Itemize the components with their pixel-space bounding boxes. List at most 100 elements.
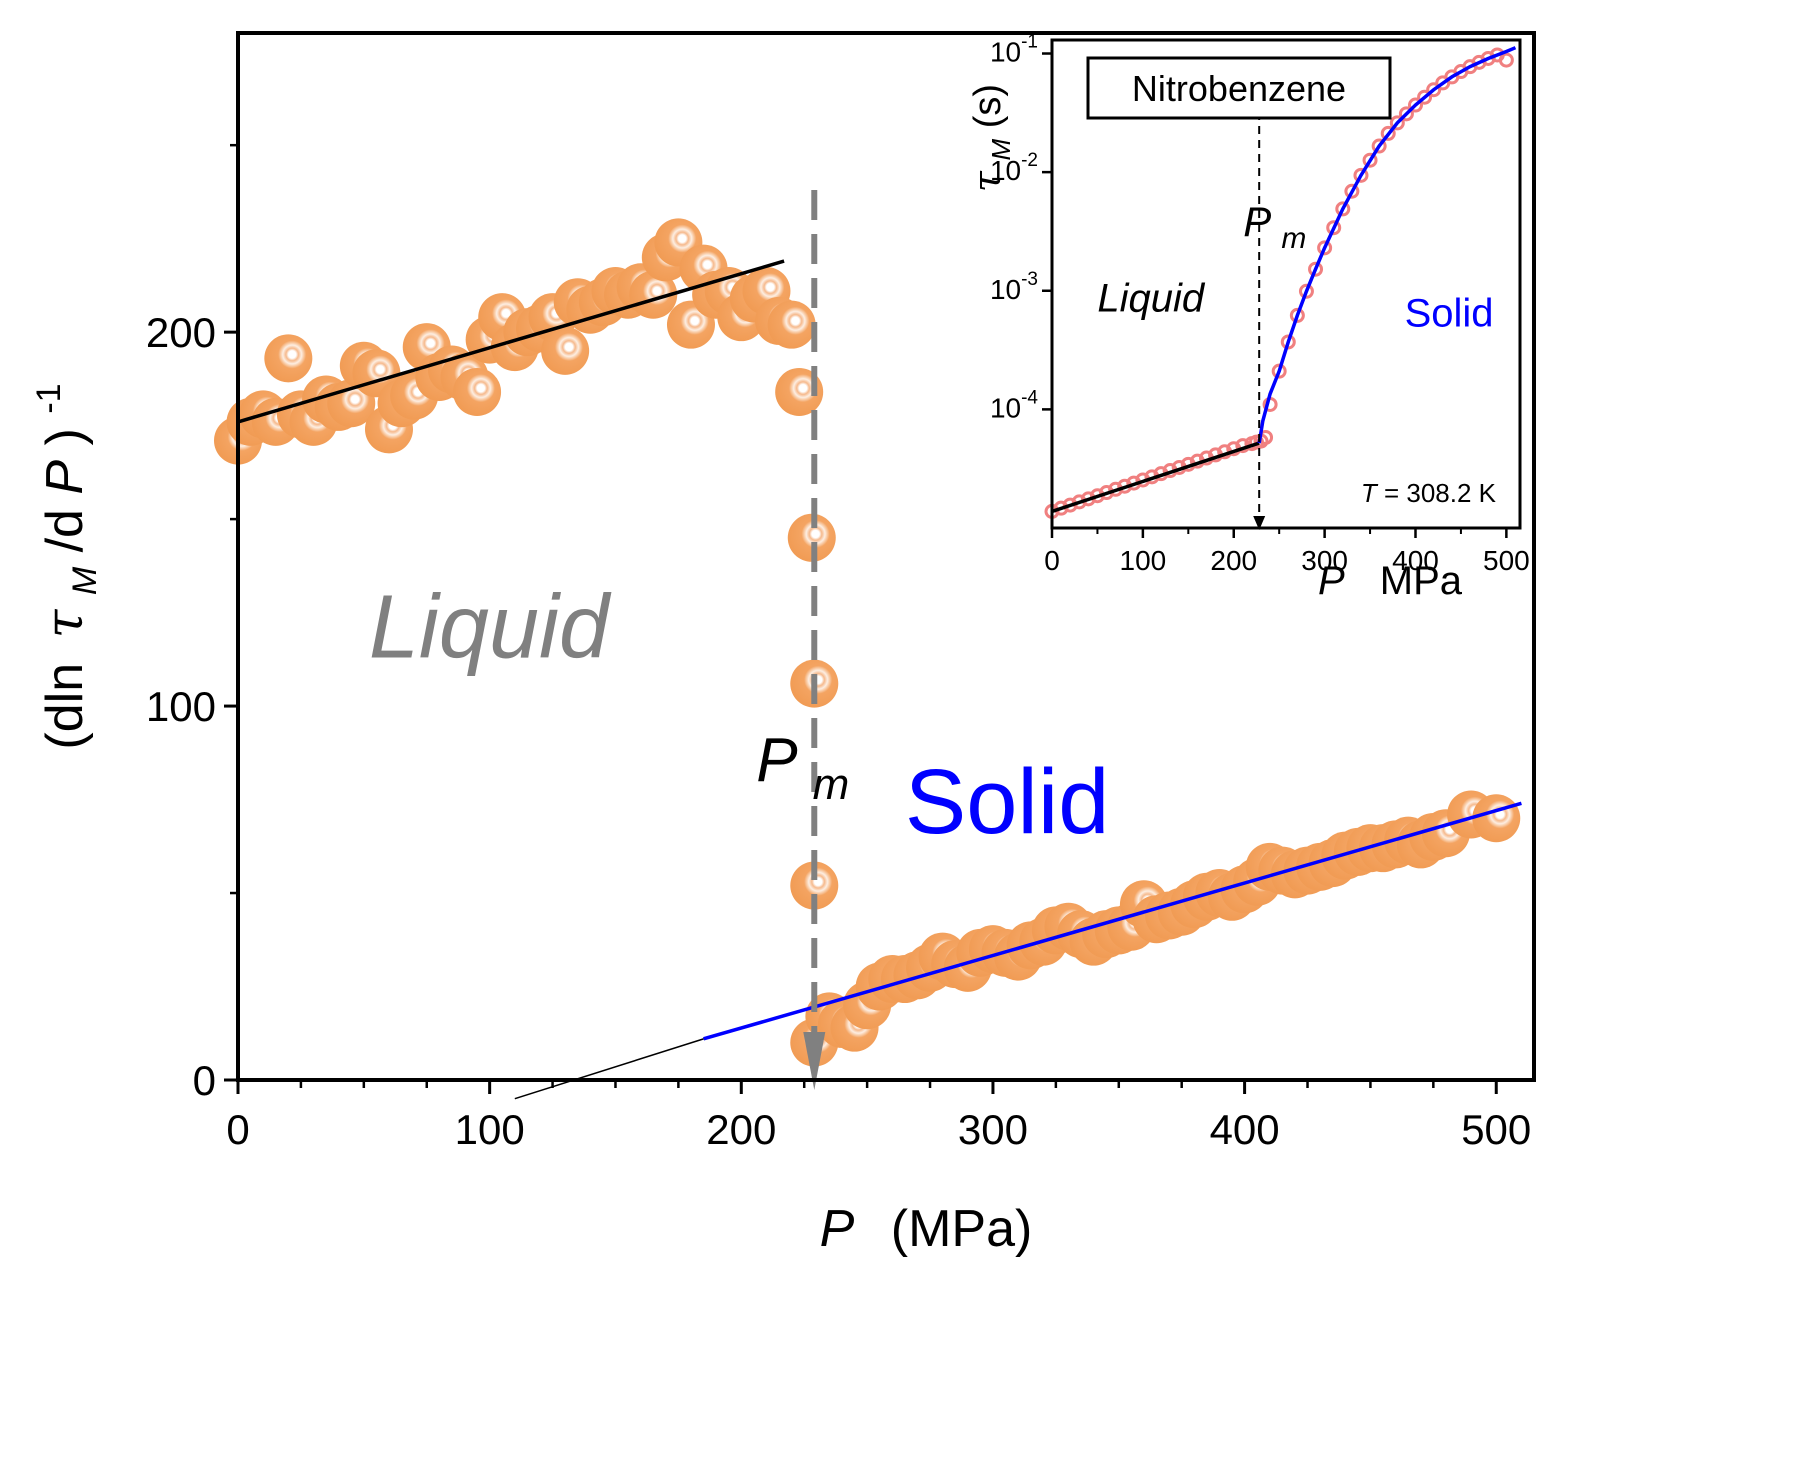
inset-point — [1289, 307, 1305, 323]
inset-point — [1417, 89, 1433, 105]
inset-point — [1389, 115, 1405, 131]
inset-point — [1398, 106, 1414, 122]
main-point — [1472, 794, 1521, 843]
main-point — [790, 861, 839, 910]
inset-y-axis-tau: τ — [965, 170, 1009, 192]
liquid-fit-line — [237, 259, 785, 424]
solid-fit-extrapolation — [514, 1038, 704, 1100]
main-point — [767, 300, 816, 349]
main-point — [629, 270, 678, 319]
inset-solid-label: Solid — [1405, 291, 1494, 335]
inset-y-tick-exp: -3 — [1021, 269, 1038, 290]
inset-y-tick-base: 10 — [990, 37, 1021, 68]
main-x-tick-label: 300 — [958, 1106, 1028, 1153]
inset-background — [1052, 40, 1520, 528]
main-point — [541, 326, 590, 375]
inset-x-axis-ticks: 0 100 200 300 400 500 — [1044, 528, 1530, 576]
main-y-axis-label: (dln τ M /d P ) -1 — [30, 383, 108, 749]
main-x-axis-unit: (MPa) — [891, 1200, 1033, 1258]
inset-y-tick-label: 10-2 — [990, 150, 1038, 186]
main-x-tick-label: 400 — [1210, 1106, 1280, 1153]
inset-x-tick-label: 500 — [1483, 545, 1530, 576]
pm-label-symbol: P — [756, 726, 797, 795]
inset-liquid-label: Liquid — [1097, 276, 1206, 320]
main-y-axis-label-tau: τ — [35, 608, 95, 638]
inset-y-tick-base: 10 — [990, 274, 1021, 305]
inset-temperature-symbol: T — [1361, 478, 1379, 508]
inset-plot: 0 100 200 300 400 500 10-410-310-210-1 Nitrob… — [965, 32, 1530, 603]
inset-y-axis-ticks: 10-410-310-210-1 — [990, 32, 1052, 423]
main-y-axis-label-open: (dln — [36, 663, 94, 750]
inset-title-box — [1086, 56, 1392, 120]
pm-label-sub: m — [813, 760, 850, 809]
inset-point — [1326, 220, 1342, 236]
inset-pm-symbol: P — [1243, 198, 1271, 245]
inset-x-axis-unit: MPa — [1380, 559, 1463, 603]
main-point — [775, 367, 824, 416]
inset-point — [1308, 261, 1324, 277]
main-y-tick-label: 200 — [146, 309, 216, 356]
inset-x-tick-label: 300 — [1301, 545, 1348, 576]
inset-point — [1362, 152, 1378, 168]
inset-x-tick-label: 200 — [1210, 545, 1257, 576]
inset-fit-lines — [1051, 46, 1517, 514]
inset-x-tick-label: 0 — [1044, 545, 1060, 576]
inset-y-tick-exp: -1 — [1021, 32, 1038, 53]
main-x-axis-label: P (MPa) — [820, 1200, 1033, 1258]
inset-x-axis-symbol: P — [1318, 559, 1345, 603]
inset-point — [1344, 183, 1360, 199]
main-y-axis-label-mid: /d — [36, 509, 94, 552]
solid-fit-line — [703, 801, 1522, 1041]
inset-point — [1280, 334, 1296, 350]
inset-point — [1371, 138, 1387, 154]
inset-point — [1380, 125, 1396, 141]
main-x-tick-label: 100 — [455, 1106, 525, 1153]
inset-y-axis-unit: (s) — [967, 84, 1009, 128]
inset-point — [1298, 283, 1314, 299]
solid-region-label: Solid — [905, 751, 1110, 853]
main-y-axis-label-close: ) — [36, 428, 94, 445]
inset-y-tick-base: 10 — [990, 392, 1021, 423]
inset-liquid-fit-line — [1051, 441, 1260, 514]
inset-point — [1335, 201, 1351, 217]
inset-y-tick-exp: -4 — [1021, 387, 1038, 408]
inset-solid-fit-line — [1257, 46, 1517, 444]
inset-x-axis-label: P MPa — [1318, 559, 1463, 603]
inset-pm-label: P m — [1243, 198, 1306, 255]
main-y-axis-label-sub: M — [66, 566, 104, 595]
inset-pm-arrow-head — [1253, 516, 1266, 530]
inset-x-tick-label: 400 — [1392, 545, 1439, 576]
inset-y-axis-sub: M — [986, 138, 1016, 160]
inset-x-tick-label: 100 — [1120, 545, 1167, 576]
main-y-tick-label: 0 — [193, 1057, 216, 1104]
pm-label: P m — [756, 726, 849, 809]
inset-y-tick-label: 10-1 — [990, 32, 1038, 68]
main-point — [264, 334, 313, 383]
inset-title: Nitrobenzene — [1132, 68, 1346, 109]
main-y-axis-ticks: 0 100 200 — [146, 143, 238, 1104]
main-data-points — [214, 218, 1521, 1067]
inset-temperature-label: T = 308.2 K — [1361, 478, 1497, 508]
inset-y-tick-base: 10 — [990, 155, 1021, 186]
main-x-axis-symbol: P — [820, 1200, 855, 1258]
main-x-axis-ticks: 0 100 200 300 400 500 — [226, 1080, 1531, 1153]
inset-y-axis-label: τ M (s) — [965, 84, 1019, 192]
inset-point — [1317, 240, 1333, 256]
inset-point — [1271, 363, 1287, 379]
inset-point — [1498, 52, 1514, 68]
pm-arrow-head — [803, 1032, 826, 1090]
inset-temperature-value: = 308.2 K — [1384, 478, 1497, 508]
inset-point — [1353, 167, 1369, 183]
main-y-axis-label-p: P — [36, 460, 94, 495]
inset-pm-sub: m — [1281, 222, 1306, 255]
inset-point — [1407, 97, 1423, 113]
liquid-region-label: Liquid — [369, 577, 612, 677]
main-point — [453, 367, 502, 416]
main-y-tick-label: 100 — [146, 683, 216, 730]
inset-plot-frame — [1050, 38, 1522, 530]
main-plot-frame — [236, 31, 1536, 1082]
main-y-axis-label-sup: -1 — [30, 383, 68, 413]
main-plot: 0 100 200 300 400 500 0 100 200 P (MPa) (dln τ … — [30, 31, 1536, 1258]
main-point — [787, 513, 836, 562]
